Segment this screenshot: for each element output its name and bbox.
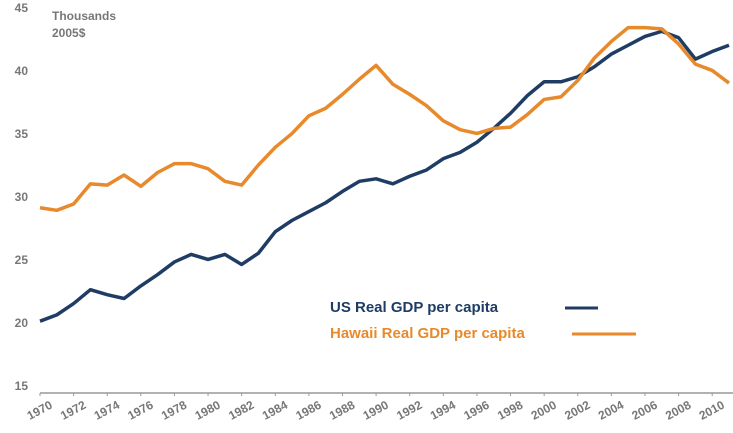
y-tick-label: 30 xyxy=(15,190,29,204)
x-tick-label: 1986 xyxy=(293,398,323,423)
x-tick-label: 1990 xyxy=(361,398,391,423)
series-line xyxy=(39,25,731,213)
y-axis-label: 2005$ xyxy=(52,26,86,40)
x-tick-label: 1988 xyxy=(327,398,357,423)
x-tick-label: 1970 xyxy=(25,398,55,423)
x-tick-label: 2000 xyxy=(529,398,559,423)
x-tick-label: 2008 xyxy=(663,398,693,423)
x-tick-label: 2004 xyxy=(596,398,626,423)
y-tick-label: 25 xyxy=(15,253,29,267)
x-tick-label: 1976 xyxy=(125,398,155,423)
x-tick-label: 1974 xyxy=(92,398,122,423)
x-tick-label: 1980 xyxy=(193,398,223,423)
y-tick-label: 20 xyxy=(15,316,29,330)
legend: US Real GDP per capita Hawaii Real GDP p… xyxy=(330,299,636,342)
y-tick-label: 40 xyxy=(15,64,29,78)
y-axis-label: Thousands xyxy=(52,9,116,23)
x-tick-label: 1978 xyxy=(159,398,189,423)
x-tick-label: 1972 xyxy=(58,398,88,423)
y-tick-label: 35 xyxy=(15,127,29,141)
x-tick-label: 2006 xyxy=(630,398,660,423)
x-tick-label: 1998 xyxy=(495,398,525,423)
y-tick-label: 45 xyxy=(15,1,29,15)
series-line xyxy=(39,29,730,323)
x-tick-label: 1992 xyxy=(394,398,424,423)
x-tick-label: 1994 xyxy=(428,398,458,423)
x-tick-label: 1984 xyxy=(260,398,290,423)
legend-label: Hawaii Real GDP per capita xyxy=(330,325,525,342)
x-tick-label: 1982 xyxy=(226,398,256,423)
x-tick-label: 1996 xyxy=(461,398,491,423)
y-tick-label: 15 xyxy=(15,379,29,393)
legend-label: US Real GDP per capita xyxy=(330,299,499,316)
x-tick-label: 2002 xyxy=(562,398,592,423)
x-tick-label: 2010 xyxy=(697,398,727,423)
